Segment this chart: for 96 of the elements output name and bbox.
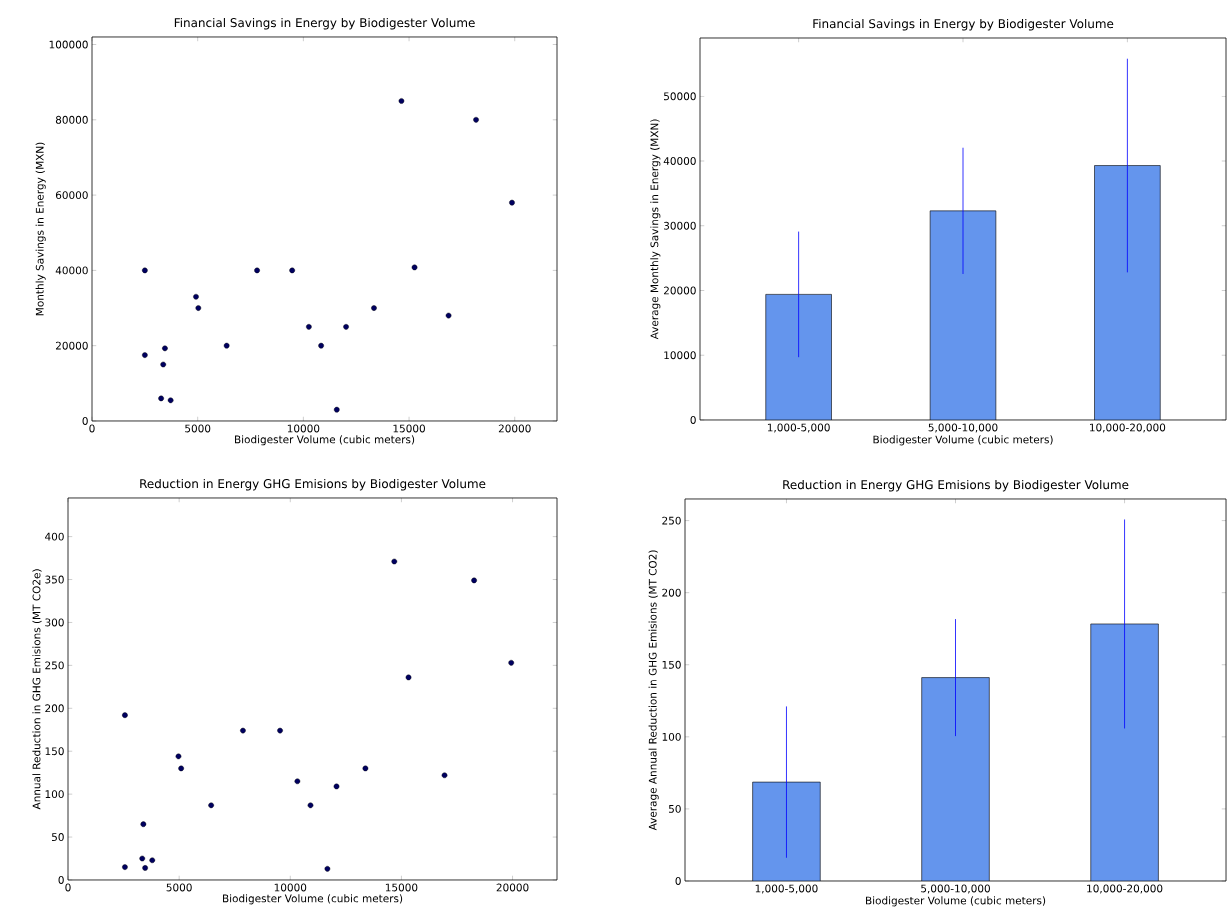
- y-tick-label: 100000: [49, 40, 88, 49]
- y-tick-label: 0: [675, 877, 681, 885]
- x-tick-label: 1,000-5,000: [755, 884, 818, 894]
- point: [445, 312, 452, 319]
- point: [122, 864, 128, 870]
- y-tick-label: 50000: [664, 92, 696, 101]
- point: [208, 802, 214, 809]
- x-tick-label: 10000: [274, 883, 307, 892]
- y-tick-label: 80000: [55, 115, 88, 124]
- point: [294, 778, 301, 785]
- point: [162, 345, 168, 352]
- x-tick-label: 20000: [496, 883, 529, 892]
- point: [140, 821, 147, 827]
- y-axis-title: Average Monthly Savings in Energy (MXN): [650, 119, 661, 340]
- x-tick-label: 5,000-10,000: [921, 884, 990, 894]
- point: [333, 406, 340, 413]
- x-axis-title: Biodigester Volume (cubic meters): [235, 435, 415, 446]
- y-tick-label: 40000: [55, 266, 88, 275]
- point: [508, 660, 515, 666]
- x-tick-label: 10,000-20,000: [1087, 884, 1163, 894]
- x-tick-label: 10,000-20,000: [1090, 423, 1166, 433]
- point: [371, 305, 377, 311]
- y-tick-label: 400: [45, 532, 64, 541]
- point: [139, 855, 146, 862]
- y-axis-title: Average Annual Reduction in GHG Emisions (MT CO2): [648, 550, 659, 831]
- x-tick-label: 5000: [166, 883, 192, 892]
- point: [254, 267, 260, 274]
- point: [223, 342, 230, 349]
- y-tick-label: 60000: [55, 191, 88, 200]
- y-tick-label: 50: [669, 804, 681, 813]
- x-tick-label: 5000: [185, 424, 211, 433]
- point: [509, 199, 515, 206]
- x-tick-label: 20000: [498, 424, 531, 433]
- y-tick-label: 0: [690, 416, 696, 424]
- y-tick-label: 150: [662, 660, 681, 669]
- point: [142, 267, 148, 274]
- point: [306, 324, 312, 330]
- chart-title: Financial Savings in Energy by Biodigester Volume: [174, 17, 475, 30]
- chart-title: Reduction in Energy GHG Emisions by Biodigester Volume: [783, 479, 1129, 492]
- y-tick-label: 350: [45, 575, 64, 584]
- point: [411, 264, 418, 271]
- point: [405, 674, 412, 681]
- point: [240, 727, 246, 734]
- point: [289, 267, 295, 274]
- point: [362, 765, 369, 772]
- point: [307, 802, 314, 809]
- x-tick-label: 5,000-10,000: [928, 423, 998, 433]
- point: [160, 361, 167, 368]
- x-axis-title: Biodigester Volume (cubic meters): [873, 435, 1053, 446]
- y-tick-label: 20000: [663, 286, 696, 295]
- y-axis-title: Monthly Savings in Energy (MXN): [35, 142, 46, 316]
- point: [193, 293, 199, 300]
- y-tick-label: 200: [662, 588, 681, 597]
- y-tick-label: 150: [45, 747, 64, 756]
- y-tick-label: 250: [45, 661, 64, 670]
- y-tick-label: 300: [45, 618, 64, 627]
- x-tick-label: 15000: [385, 883, 418, 892]
- y-axis-title: Annual Reduction in GHG Emisions (MT CO2e): [32, 569, 42, 810]
- point: [158, 395, 164, 402]
- point: [175, 753, 182, 760]
- point: [333, 783, 340, 790]
- y-tick-label: 10000: [664, 351, 696, 360]
- point: [441, 772, 448, 779]
- y-tick-label: 30000: [664, 221, 696, 230]
- x-tick-label: 0: [89, 424, 95, 433]
- point: [324, 866, 331, 872]
- x-axis-title: Biodigester Volume (cubic meters): [866, 896, 1046, 907]
- point: [473, 117, 479, 123]
- point: [142, 352, 148, 358]
- point: [167, 397, 174, 404]
- point: [391, 558, 398, 565]
- y-tick-label: 40000: [663, 157, 696, 165]
- chart-title: Financial Savings in Energy by Biodigester Volume: [813, 18, 1114, 31]
- point: [277, 727, 283, 734]
- y-tick-label: 100: [45, 790, 64, 799]
- chart-title: Reduction in Energy GHG Emisions by Biodigester Volume: [140, 478, 486, 491]
- x-tick-label: 15000: [393, 424, 425, 433]
- y-tick-label: 0: [82, 417, 88, 425]
- point: [149, 857, 156, 864]
- y-tick-label: 20000: [55, 341, 88, 350]
- point: [122, 712, 128, 718]
- y-tick-label: 0: [58, 876, 64, 884]
- point: [343, 324, 349, 330]
- y-tick-label: 100: [662, 732, 681, 741]
- point: [195, 305, 202, 311]
- x-axis-title: Biodigester Volume (cubic meters): [223, 894, 403, 905]
- point: [398, 98, 405, 104]
- point: [142, 865, 148, 871]
- y-tick-label: 200: [45, 704, 64, 713]
- point: [178, 765, 184, 772]
- y-tick-label: 50: [51, 833, 64, 842]
- y-tick-label: 250: [662, 516, 681, 525]
- point: [471, 577, 477, 584]
- x-tick-label: 1,000-5,000: [767, 423, 830, 433]
- point: [318, 342, 324, 349]
- x-tick-label: 10000: [287, 424, 320, 433]
